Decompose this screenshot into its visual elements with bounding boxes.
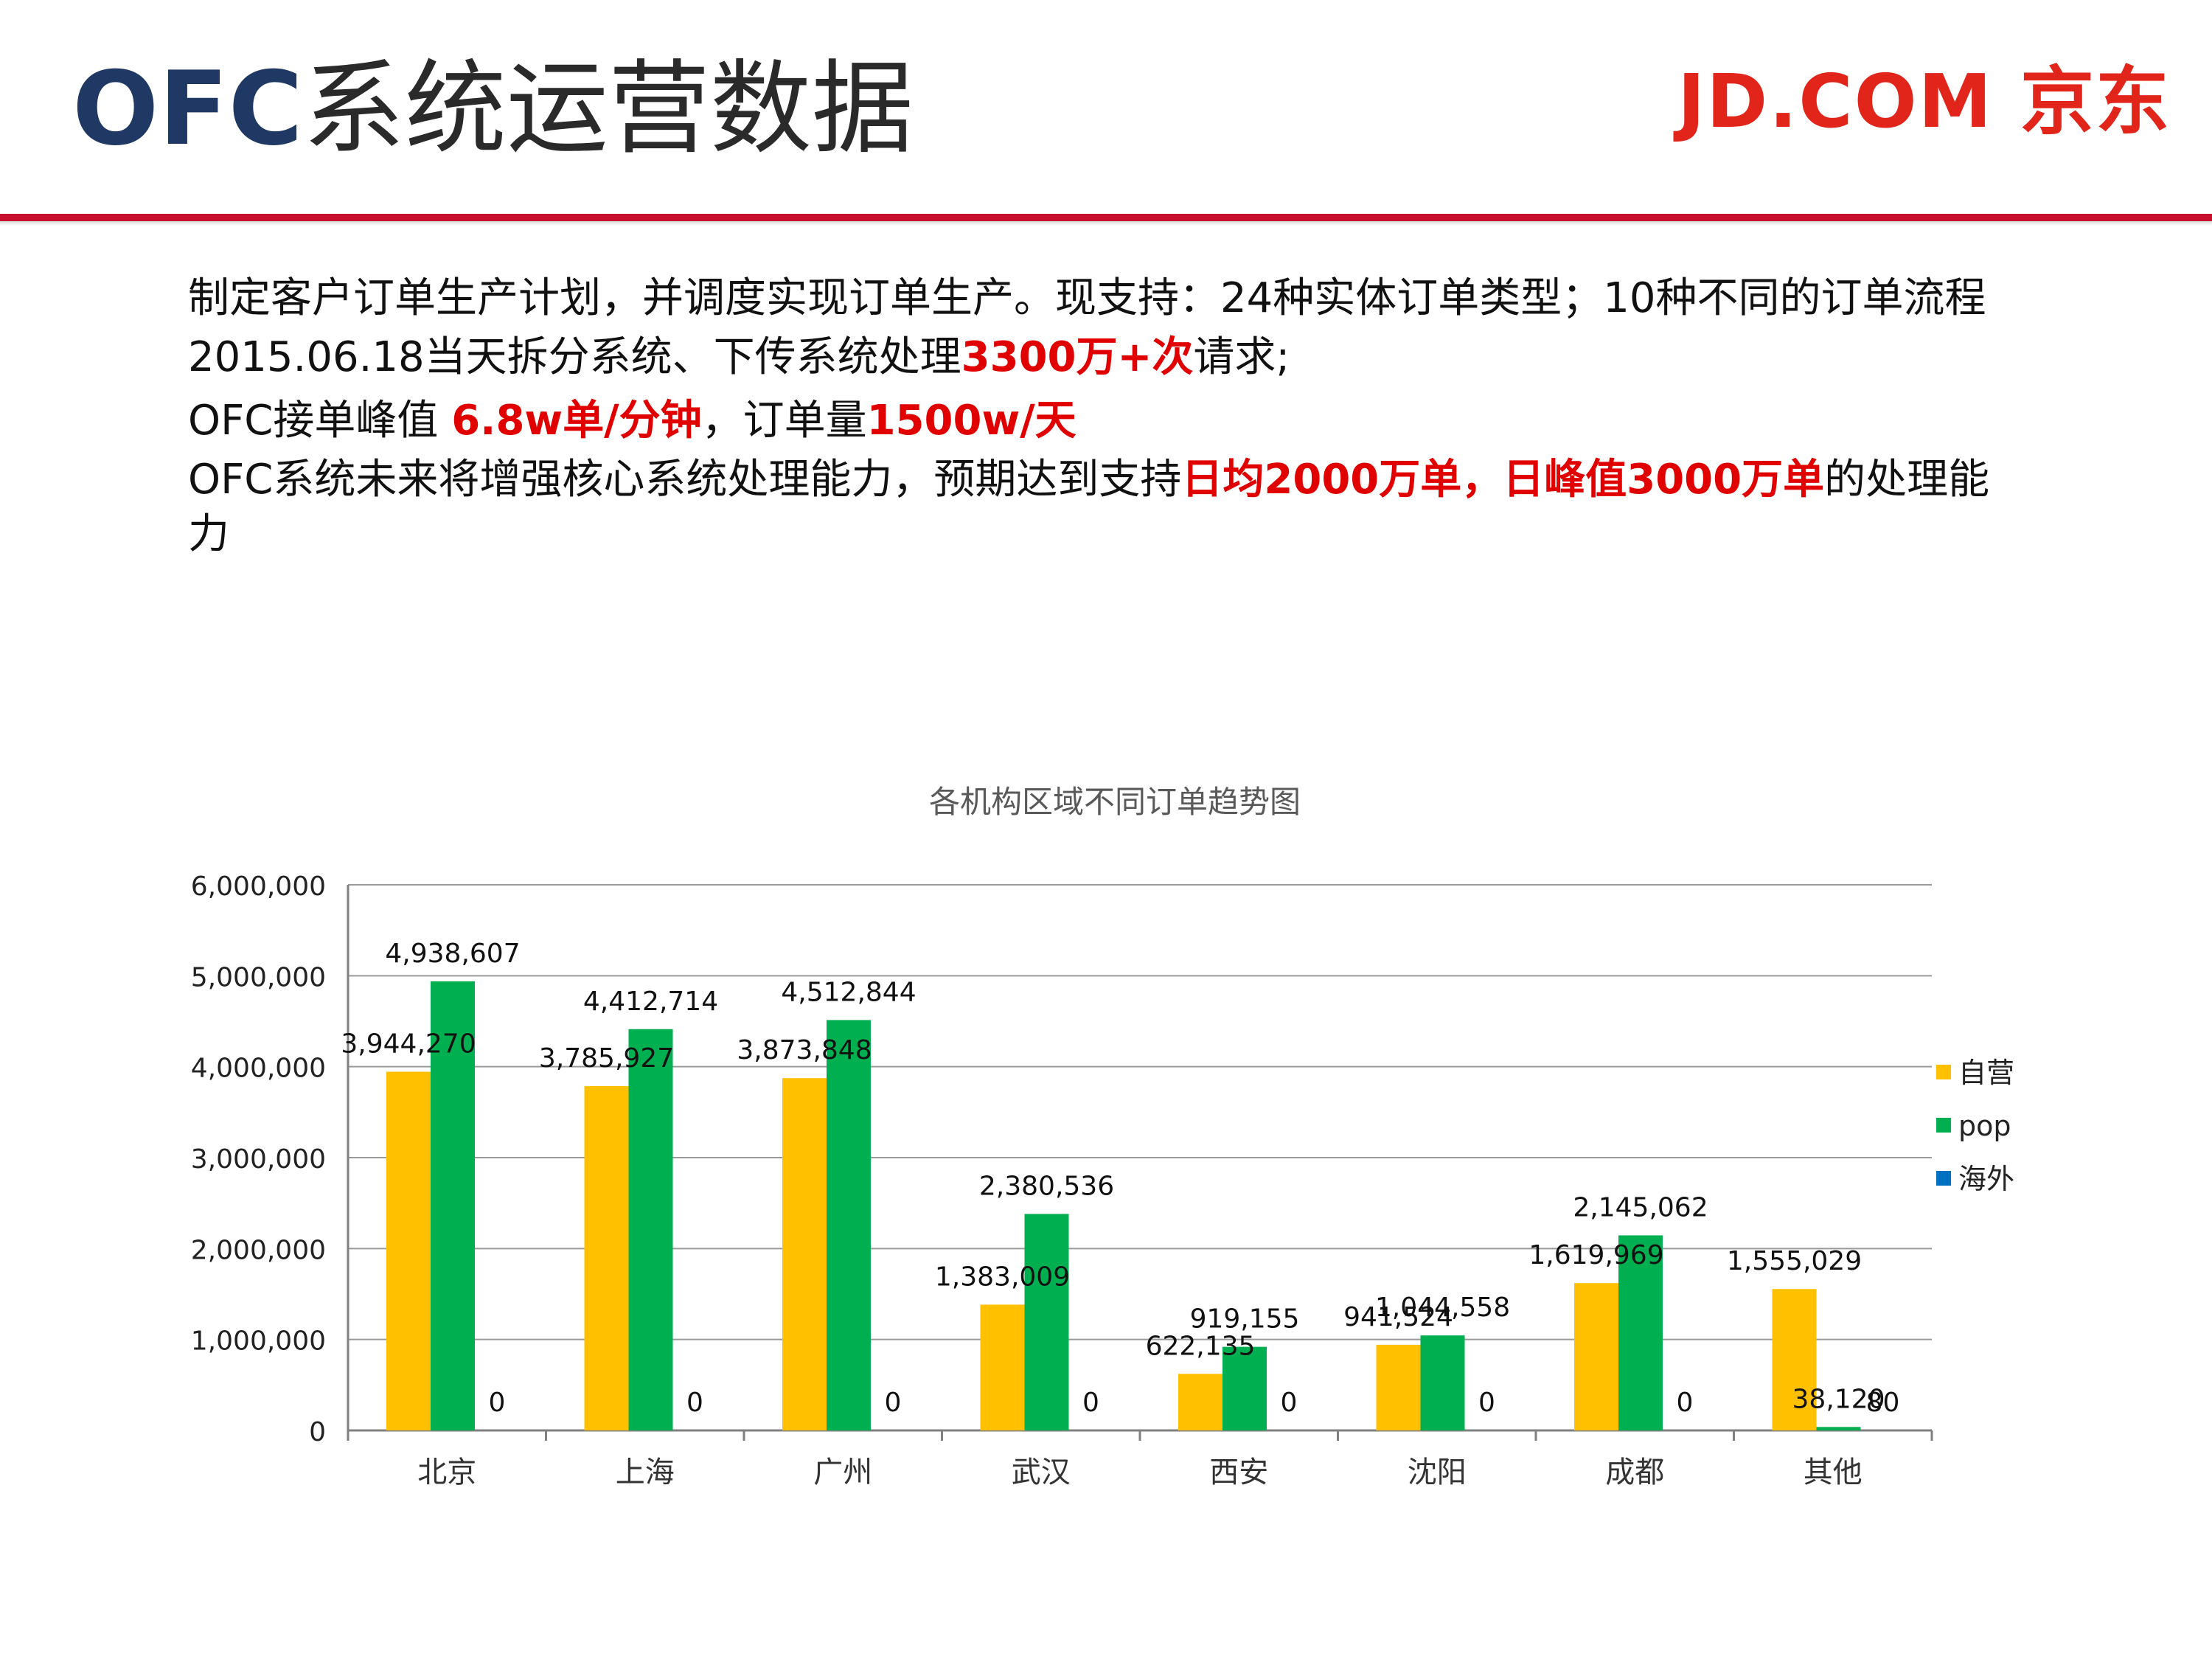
- bar: [1178, 1374, 1222, 1430]
- data-label: 1,619,969: [1528, 1240, 1663, 1270]
- y-tick-label: 6,000,000: [191, 872, 326, 902]
- data-label: 1,044,558: [1375, 1293, 1510, 1323]
- summary-line-4-comma: ，: [1461, 456, 1503, 504]
- x-tick-label: 北京: [417, 1455, 476, 1489]
- chart-x-axis: 北京 上海 广州 武汉 西安 沈阳 成都 其他: [347, 1430, 1933, 1489]
- bar: [1772, 1289, 1817, 1430]
- data-label: 4,512,844: [781, 977, 916, 1007]
- data-label: 3,785,927: [539, 1043, 674, 1074]
- x-tick-label: 上海: [616, 1455, 675, 1489]
- bar: [980, 1304, 1025, 1430]
- data-label: 80: [1866, 1388, 1900, 1418]
- x-tick-label: 广州: [813, 1455, 872, 1489]
- summary-line-4-text: OFC系统未来将增强核心系统处理能力，预期达到支持: [188, 456, 1182, 504]
- summary-line-3-highlight-peak: 6.8w单/分钟: [451, 397, 702, 445]
- x-tick-label: 其他: [1804, 1455, 1863, 1489]
- chart-legend: 自营 pop 海外: [1936, 1057, 2014, 1195]
- chart-y-axis: 0 1,000,000 2,000,000 3,000,000 4,000,000 5,0…: [191, 872, 349, 1447]
- data-label: 0: [1281, 1388, 1298, 1418]
- data-label: 0: [1677, 1388, 1694, 1418]
- data-label: 2,380,536: [979, 1171, 1114, 1201]
- page-title-latin: OFC: [72, 49, 303, 168]
- data-label: 0: [885, 1388, 902, 1418]
- summary-line-2-text: 2015.06.18当天拆分系统、下传系统处理: [188, 333, 961, 381]
- x-tick-label: 沈阳: [1408, 1455, 1467, 1489]
- summary-line-1: 制定客户订单生产计划，并调度实现订单生产。现支持：24种实体订单类型；10种不同…: [188, 274, 1986, 322]
- bar: [1574, 1283, 1618, 1430]
- summary-line-4-tail: 的处理能力: [188, 456, 1990, 558]
- summary-text: 制定客户订单生产计划，并调度实现订单生产。现支持：24种实体订单类型；10种不同…: [188, 271, 2002, 562]
- header-divider: [0, 214, 2212, 221]
- summary-line-4-highlight-daily: 日均2000万单: [1181, 456, 1462, 504]
- bar: [584, 1086, 629, 1430]
- summary-line-3-text: OFC接单峰值: [188, 397, 452, 445]
- bar: [431, 981, 475, 1430]
- bar: [1376, 1344, 1421, 1430]
- data-label: 4,412,714: [583, 987, 718, 1017]
- legend-swatch: [1936, 1118, 1951, 1133]
- jd-logo: JD.COM 京东: [1677, 58, 2171, 145]
- data-label: 622,135: [1146, 1331, 1256, 1361]
- bar: [827, 1020, 871, 1430]
- page-title: OFC系统运营数据: [72, 50, 914, 168]
- summary-line-4-highlight-peak: 日峰值3000万单: [1503, 456, 1825, 504]
- legend-label: 自营: [1958, 1057, 2014, 1089]
- data-label: 0: [489, 1388, 506, 1418]
- data-label: 38,120: [1792, 1384, 1885, 1414]
- bar: [1222, 1346, 1267, 1430]
- data-label: 0: [686, 1388, 703, 1418]
- data-label: 919,155: [1190, 1304, 1300, 1335]
- summary-line-3-highlight-volume: 1500w/天: [866, 397, 1077, 445]
- summary-line-4: OFC系统未来将增强核心系统处理能力，预期达到支持日均2000万单，日峰值300…: [188, 453, 2002, 562]
- bar: [1618, 1235, 1663, 1430]
- summary-line-3: OFC接单峰值 6.8w单/分钟，订单量1500w/天: [188, 389, 2002, 453]
- summary-line-2-tail: 请求;: [1193, 333, 1290, 381]
- y-tick-label: 4,000,000: [191, 1054, 326, 1084]
- bar: [1816, 1427, 1861, 1430]
- data-label: 941,524: [1343, 1302, 1453, 1332]
- data-label: 1,383,009: [935, 1262, 1070, 1292]
- header-divider-shadow: [0, 221, 2212, 226]
- summary-line-2: 2015.06.18当天拆分系统、下传系统处理3300万+次请求;: [188, 326, 2002, 389]
- summary-line-2-highlight: 3300万+次: [961, 333, 1194, 381]
- order-trend-chart: 各机构区域不同订单趋势图 0 1,000,000 2,000,000 3,000,00…: [191, 784, 2014, 1489]
- data-label: 2,145,062: [1573, 1192, 1708, 1222]
- page-title-cjk: 系统运营数据: [302, 49, 914, 168]
- legend-swatch: [1936, 1065, 1951, 1079]
- y-tick-label: 5,000,000: [191, 962, 326, 992]
- legend-label: pop: [1958, 1110, 2011, 1142]
- data-label: 4,938,607: [385, 939, 520, 969]
- x-tick-label: 成都: [1605, 1455, 1664, 1489]
- data-label: 0: [1478, 1388, 1495, 1418]
- bar: [1420, 1335, 1465, 1430]
- y-tick-label: 3,000,000: [191, 1144, 326, 1175]
- y-tick-label: 2,000,000: [191, 1235, 326, 1265]
- y-tick-label: 1,000,000: [191, 1326, 326, 1357]
- legend-swatch: [1936, 1171, 1951, 1186]
- legend-label: 海外: [1958, 1163, 2014, 1195]
- data-label: 1,555,029: [1727, 1246, 1862, 1276]
- summary-line-3-mid: ，订单量: [701, 397, 867, 445]
- bar: [386, 1071, 431, 1430]
- bar: [782, 1078, 827, 1430]
- chart-title: 各机构区域不同订单趋势图: [929, 784, 1301, 820]
- bar: [1024, 1214, 1069, 1430]
- bar: [628, 1029, 673, 1430]
- data-label: 3,944,270: [341, 1029, 476, 1060]
- data-label: 0: [1082, 1388, 1099, 1418]
- data-label: 3,873,848: [737, 1035, 872, 1065]
- y-tick-label: 0: [309, 1417, 326, 1447]
- chart-bars: [386, 981, 1861, 1430]
- x-tick-label: 武汉: [1012, 1455, 1071, 1489]
- x-tick-label: 西安: [1209, 1455, 1268, 1489]
- chart-data-labels: 3,944,270 4,938,607 0 3,785,927 4,412,714 0 3,…: [341, 939, 1899, 1418]
